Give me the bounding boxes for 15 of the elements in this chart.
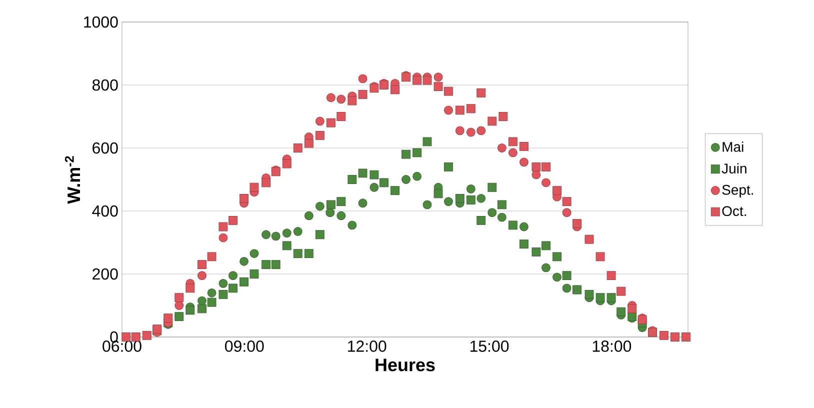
x-tick-label: 18:00	[592, 340, 632, 352]
x-tick-label: 15:00	[470, 340, 509, 352]
x-axis-title: Heures	[376, 358, 435, 372]
legend-label: Sept.	[722, 184, 753, 198]
y-tick-label: 800	[92, 79, 118, 91]
y-tick-label: 200	[92, 268, 118, 280]
legend-label: Mai	[722, 142, 744, 152]
y-axis-title: W.m$^{-2}$	[64, 156, 80, 204]
y-tick-label: 600	[92, 142, 118, 154]
legend-label: Juin	[722, 163, 746, 174]
x-tick-label: 09:00	[225, 340, 264, 352]
x-tick-label: 12:00	[348, 340, 386, 352]
y-tick-label: 400	[92, 205, 118, 217]
y-tick-label: 1000	[84, 16, 118, 28]
legend-label: Oct.	[722, 206, 746, 216]
